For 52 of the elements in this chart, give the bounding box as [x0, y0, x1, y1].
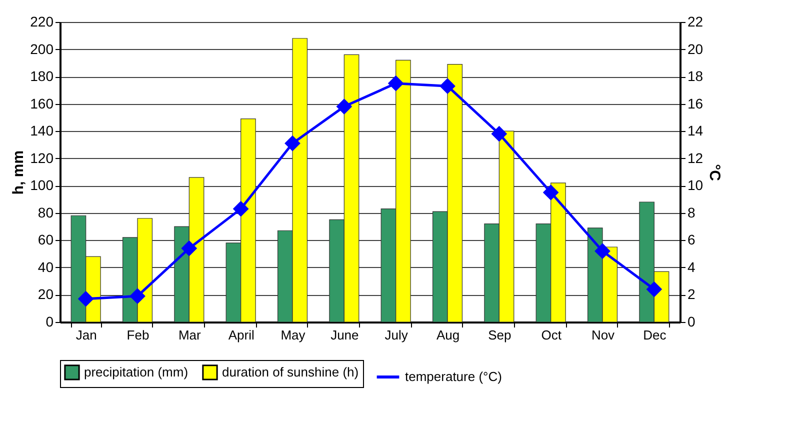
point — [336, 99, 352, 114]
x-tick-label: Mar — [178, 328, 202, 342]
point — [388, 76, 404, 91]
point — [182, 240, 197, 256]
y2-tick-label: 10 — [688, 177, 704, 194]
y-tick-label: 200 — [30, 40, 54, 57]
x-tick-label: Nov — [591, 328, 616, 342]
y-tick-label: 100 — [30, 177, 54, 194]
y-tick-label: 0 — [46, 314, 54, 330]
x-tick-label: July — [384, 328, 408, 342]
y-tick-label: 140 — [30, 122, 54, 139]
y2-tick-label: 4 — [688, 258, 696, 275]
y-axis-title: h, mm — [10, 150, 28, 195]
y2-tick-label: 2 — [688, 286, 696, 302]
y2-tick-label: 16 — [688, 95, 704, 112]
y2-axis-title: °C — [706, 164, 724, 182]
x-tick-label: Sep — [488, 328, 512, 342]
y-tick-label: 120 — [30, 150, 54, 166]
x-tick-label: Feb — [126, 328, 150, 342]
x-tick-label: April — [228, 328, 254, 342]
point — [233, 201, 248, 216]
y2-tick-label: 8 — [688, 204, 696, 220]
x-tick-label: Aug — [436, 328, 460, 342]
legend-label: precipitation (mm) — [84, 364, 188, 380]
x-tick-label: May — [280, 328, 306, 342]
y-tick-label: 220 — [30, 14, 54, 30]
y2-tick-label: 12 — [688, 150, 704, 166]
point — [130, 288, 146, 304]
y2-tick-label: 22 — [688, 14, 704, 30]
y2-tick-label: 0 — [688, 314, 696, 330]
y-tick-label: 40 — [38, 258, 54, 275]
y-tick-label: 60 — [38, 232, 54, 248]
point — [543, 184, 558, 200]
y2-tick-label: 20 — [688, 40, 704, 57]
y2-tick-label: 18 — [688, 68, 704, 84]
legend-label: duration of sunshine (h) — [222, 364, 359, 380]
point — [78, 291, 94, 306]
x-tick-label: Oct — [541, 328, 562, 342]
y-tick-label: 160 — [30, 95, 54, 112]
point — [284, 136, 300, 151]
legend-label: temperature (°C) — [405, 369, 502, 384]
point — [594, 244, 610, 259]
y-tick-label: 80 — [38, 204, 54, 220]
y-tick-label: 180 — [30, 68, 54, 84]
x-tick-label: Dec — [643, 328, 667, 342]
y2-tick-label: 14 — [688, 122, 704, 139]
y-tick-label: 20 — [38, 286, 54, 302]
x-tick-label: Jan — [76, 328, 97, 342]
point — [440, 78, 456, 94]
x-tick-label: June — [330, 328, 359, 342]
point — [492, 126, 507, 142]
y2-tick-label: 6 — [688, 232, 696, 248]
